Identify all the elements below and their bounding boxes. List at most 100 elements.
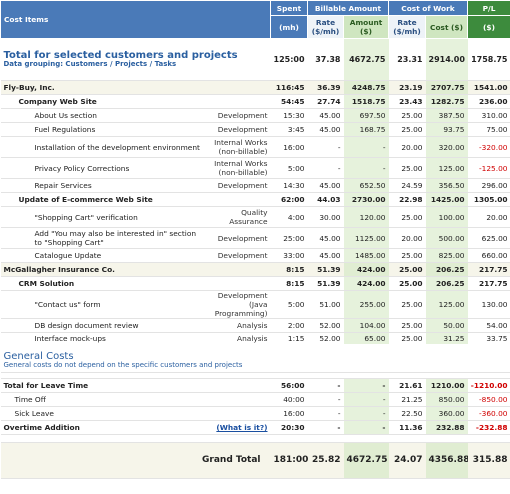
general-title: General Costs	[3, 350, 74, 362]
value-cell: 2730.00	[343, 192, 389, 207]
value-cell: 15:30	[270, 108, 308, 123]
group-row: Total for Leave Time 56:00- -21.61 1210.00-…	[0, 378, 510, 393]
value-cell: 54:45	[270, 94, 308, 109]
project-name: Update of E-commerce Web Site	[0, 192, 271, 207]
task-row: Installation of the development environm…	[0, 136, 510, 158]
value-cell: 25.00	[388, 290, 426, 319]
header-cell: Billable Amount	[307, 0, 389, 16]
task-kind: Internal Works (non-billable)	[205, 136, 271, 158]
task-name: Repair Services	[0, 178, 206, 193]
value-cell: 37.38	[307, 38, 344, 81]
project-row: Update of E-commerce Web Site 62:00 44.03 2…	[0, 192, 510, 207]
value-cell: 23.19	[388, 80, 426, 95]
help-link[interactable]: (What is it?)	[216, 423, 268, 432]
task-kind: Development	[205, 122, 271, 137]
value-cell: 4356.88	[425, 442, 468, 479]
value-cell: 36.39	[307, 80, 344, 95]
cost-table: Cost Items Spent Billable Amount Cost of…	[0, 0, 510, 479]
value-cell: 21.61	[388, 378, 426, 393]
value-cell: 4672.75	[343, 442, 389, 479]
value-cell: -232.88	[467, 420, 510, 435]
value-cell: 4:00	[270, 206, 308, 228]
value-cell: 850.00	[425, 392, 468, 407]
value-cell: 20.00	[467, 206, 510, 228]
value-cell: 310.00	[467, 108, 510, 123]
value-cell: 45.00	[307, 248, 344, 263]
task-row: Catalogue Update Development 33:00 45.00 148…	[0, 248, 510, 263]
value-cell: 1:15	[270, 332, 308, 347]
value-cell: 2707.75	[425, 80, 468, 95]
link-cell: (What is it?)	[205, 420, 271, 435]
value-cell: -360.00	[467, 406, 510, 421]
value-cell: 232.88	[425, 420, 468, 435]
customer-name: Fly-Buy, Inc.	[0, 80, 271, 95]
value-cell: 255.00	[343, 290, 389, 319]
value-cell: -	[307, 378, 344, 393]
project-name: CRM Solution	[0, 276, 271, 291]
item-row: Sick Leave 16:00- -22.50 360.00 -360.00	[0, 406, 510, 421]
value-cell: 25.00	[388, 332, 426, 347]
task-row: Add "You may also be interested in" sect…	[0, 227, 510, 249]
value-cell: 16:00	[270, 406, 308, 421]
value-cell: 16:00	[270, 136, 308, 158]
value-cell: 24.07	[388, 442, 426, 479]
value-cell: -	[307, 420, 344, 435]
value-cell: 51.00	[307, 290, 344, 319]
value-cell: 652.50	[343, 178, 389, 193]
value-cell: 206.25	[425, 276, 468, 291]
task-row: "Contact us" form Development (Java Progr…	[0, 290, 510, 319]
value-cell: 25.00	[388, 276, 426, 291]
value-cell: 27.74	[307, 94, 344, 109]
task-kind: Internal Works (non-billable)	[205, 157, 271, 179]
header-cell: Amount ($)	[343, 15, 389, 39]
header-cell: P/L	[467, 0, 510, 16]
value-cell: 217.75	[467, 276, 510, 291]
item-row: Time Off 40:00- -21.25 850.00 -850.00	[0, 392, 510, 407]
customer-row: Fly-Buy, Inc. 116:45 36.39 4248.75 23.19 2707…	[0, 80, 510, 95]
value-cell: 25.00	[388, 108, 426, 123]
value-cell: 3:45	[270, 122, 308, 137]
value-cell: -1210.00	[467, 378, 510, 393]
value-cell: 1541.00	[467, 80, 510, 95]
task-kind: Quality Assurance	[205, 206, 271, 228]
value-cell: 56:00	[270, 378, 308, 393]
value-cell: 125:00	[270, 38, 308, 81]
value-cell: 1518.75	[343, 94, 389, 109]
value-cell: 45.00	[307, 227, 344, 249]
value-cell: 2:00	[270, 318, 308, 333]
value-cell: 625.00	[467, 227, 510, 249]
value-cell: 33.75	[467, 332, 510, 347]
value-cell: 217.75	[467, 262, 510, 277]
value-cell: 296.00	[467, 178, 510, 193]
value-cell: 424.00	[343, 262, 389, 277]
item-name: Time Off	[0, 392, 271, 407]
value-cell: -	[343, 136, 389, 158]
value-cell: 660.00	[467, 248, 510, 263]
value-cell: 62:00	[270, 192, 308, 207]
value-cell: 45.00	[307, 108, 344, 123]
customer-name: McGallagher Insurance Co.	[0, 262, 271, 277]
header-cell: Cost ($)	[425, 15, 468, 39]
value-cell: 25.00	[388, 157, 426, 179]
value-cell: 54.00	[467, 318, 510, 333]
value-cell: 21.25	[388, 392, 426, 407]
value-cell: 424.00	[343, 276, 389, 291]
header-cell: Rate ($/mh)	[388, 15, 426, 39]
grand-total-row: Grand Total 181:00 25.82 4672.75 24.07 4356.8…	[0, 442, 510, 479]
value-cell: 45.00	[307, 122, 344, 137]
customer-row: McGallagher Insurance Co. 8:15 51.39 424.00…	[0, 262, 510, 277]
total-subtitle: Data grouping: Customers / Projects / Ta…	[3, 59, 177, 68]
value-cell: 45.00	[307, 178, 344, 193]
value-cell: -	[307, 136, 344, 158]
value-cell: -	[307, 406, 344, 421]
group-name: Overtime Addition	[0, 420, 206, 435]
general-note: General costs do not depend on the speci…	[3, 360, 243, 369]
spacer-row	[0, 372, 510, 379]
value-cell: -	[307, 392, 344, 407]
total-cell: Total for selected customers and project…	[0, 38, 271, 81]
task-name: About Us section	[0, 108, 206, 123]
task-kind: Analysis	[205, 318, 271, 333]
task-kind: Analysis	[205, 332, 271, 347]
value-cell: 697.50	[343, 108, 389, 123]
value-cell: 500.00	[425, 227, 468, 249]
